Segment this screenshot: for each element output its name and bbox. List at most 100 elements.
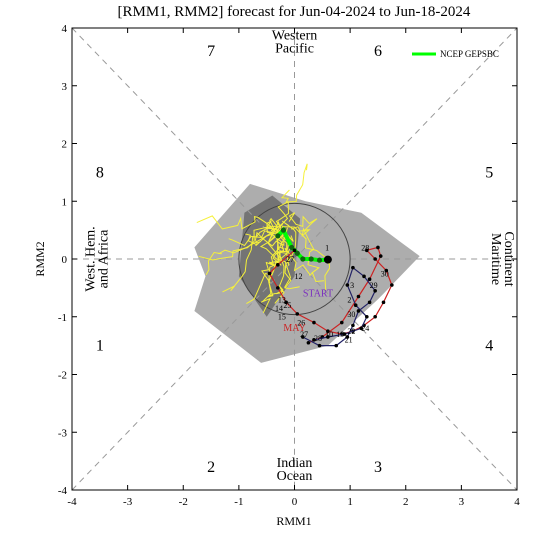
region-label-left: West. Hem. xyxy=(83,226,98,291)
observed-point xyxy=(345,335,350,339)
day-label: 30 xyxy=(381,269,389,278)
plot-frame xyxy=(71,27,518,491)
day-label: 13 xyxy=(278,295,286,304)
observed-point xyxy=(356,294,361,299)
observed-point xyxy=(312,338,316,342)
observed-point xyxy=(326,329,330,333)
day-label: 26 xyxy=(297,318,305,327)
day-label: 3 xyxy=(350,281,354,290)
forecast-mean-point xyxy=(280,227,286,233)
observed-point xyxy=(292,248,297,253)
ensemble-member-line xyxy=(198,223,284,261)
ensemble-member-line xyxy=(259,228,300,290)
annotation-start: START xyxy=(303,289,333,300)
phase-label: 5 xyxy=(485,164,493,181)
observed-point xyxy=(326,335,330,339)
y-tick-label: -1 xyxy=(58,312,67,324)
forecast-mean-point xyxy=(316,257,323,263)
region-label-right: Maritime xyxy=(488,233,503,285)
observed-point xyxy=(342,332,347,336)
legend: NCEP GEPSBC xyxy=(412,49,499,59)
day-label: 10 xyxy=(325,330,333,339)
observed-point xyxy=(356,309,361,313)
region-label-left: and Africa xyxy=(96,229,111,288)
observed-point xyxy=(267,271,272,276)
observed-point xyxy=(390,283,394,287)
observed-point xyxy=(381,300,386,305)
observed-point xyxy=(306,340,311,345)
observed-point xyxy=(365,248,369,253)
x-tick-label: -1 xyxy=(234,496,243,508)
region-label-right: Continent xyxy=(501,231,516,286)
observed-point xyxy=(373,314,377,319)
day-label: 30 xyxy=(347,310,355,319)
day-label: 25 xyxy=(283,301,291,310)
observed-point xyxy=(359,326,364,331)
forecast-mean-point xyxy=(300,256,306,262)
phase-label: 3 xyxy=(374,459,382,476)
phase-label: 1 xyxy=(96,338,104,355)
phase-label: 8 xyxy=(96,164,104,181)
x-tick-label: -4 xyxy=(67,496,77,508)
day-label: 22 xyxy=(347,327,355,336)
x-tick-label: 4 xyxy=(514,496,520,508)
region-label-top: Pacific xyxy=(275,42,314,57)
y-tick-label: 1 xyxy=(62,196,68,208)
ensemble-member-line xyxy=(228,217,279,247)
x-axis-label: RMM1 xyxy=(276,514,311,528)
observed-point xyxy=(312,320,316,325)
ensemble-member-line xyxy=(196,215,284,238)
legend-label: NCEP GEPSBC xyxy=(440,49,499,59)
annotation-may: MAY xyxy=(283,323,305,334)
ensemble-member-line xyxy=(270,189,290,232)
ensemble-member-line xyxy=(278,235,325,283)
ensemble-member-line xyxy=(275,163,308,233)
phase-label: 7 xyxy=(207,43,215,60)
observed-point xyxy=(301,335,305,339)
y-tick-label: -3 xyxy=(58,427,68,439)
observed-point xyxy=(373,288,377,293)
observed-point xyxy=(367,277,372,282)
day-label: 19 xyxy=(336,330,344,339)
observed-point xyxy=(284,300,288,305)
phase-divider-diagonal xyxy=(71,27,518,491)
observed-point xyxy=(378,254,383,258)
day-label: 15 xyxy=(278,313,286,322)
forecast-mean-point xyxy=(289,244,295,251)
phase-label: 2 xyxy=(207,459,215,476)
observed-point xyxy=(339,320,344,325)
ensemble-member-line xyxy=(261,227,288,284)
ensemble-member-line xyxy=(288,212,318,232)
ensemble-member-line xyxy=(245,220,277,247)
forecast-end-marker xyxy=(323,255,332,264)
ensemble-member-line xyxy=(291,226,320,274)
day-label: 29 xyxy=(370,281,378,290)
day-label: 2 xyxy=(347,295,351,304)
phase-label: 6 xyxy=(374,43,382,60)
phase-label: 4 xyxy=(485,338,493,355)
observed-point xyxy=(365,314,369,319)
observed-point xyxy=(334,343,339,348)
day-label: 21 xyxy=(345,336,353,345)
day-label: 28 xyxy=(314,334,322,343)
observed-point xyxy=(353,303,358,308)
observed-point xyxy=(362,274,366,279)
x-tick-label: 1 xyxy=(347,496,353,508)
observed-point xyxy=(367,300,372,305)
region-label-bottom: Indian xyxy=(277,456,313,471)
day-label: 27 xyxy=(286,255,294,264)
observed-point xyxy=(376,245,380,250)
x-tick-label: -2 xyxy=(179,496,188,508)
day-label: 14 xyxy=(275,304,283,313)
observed-point xyxy=(276,286,280,290)
y-tick-label: 2 xyxy=(62,139,68,151)
region-label-bottom: Ocean xyxy=(277,469,313,484)
observed-point xyxy=(295,312,300,316)
day-label: 28 xyxy=(361,243,369,252)
y-tick-label: 3 xyxy=(62,81,68,93)
day-label: 27 xyxy=(300,330,308,339)
day-label: 24 xyxy=(361,324,369,333)
observed-point xyxy=(384,268,389,273)
